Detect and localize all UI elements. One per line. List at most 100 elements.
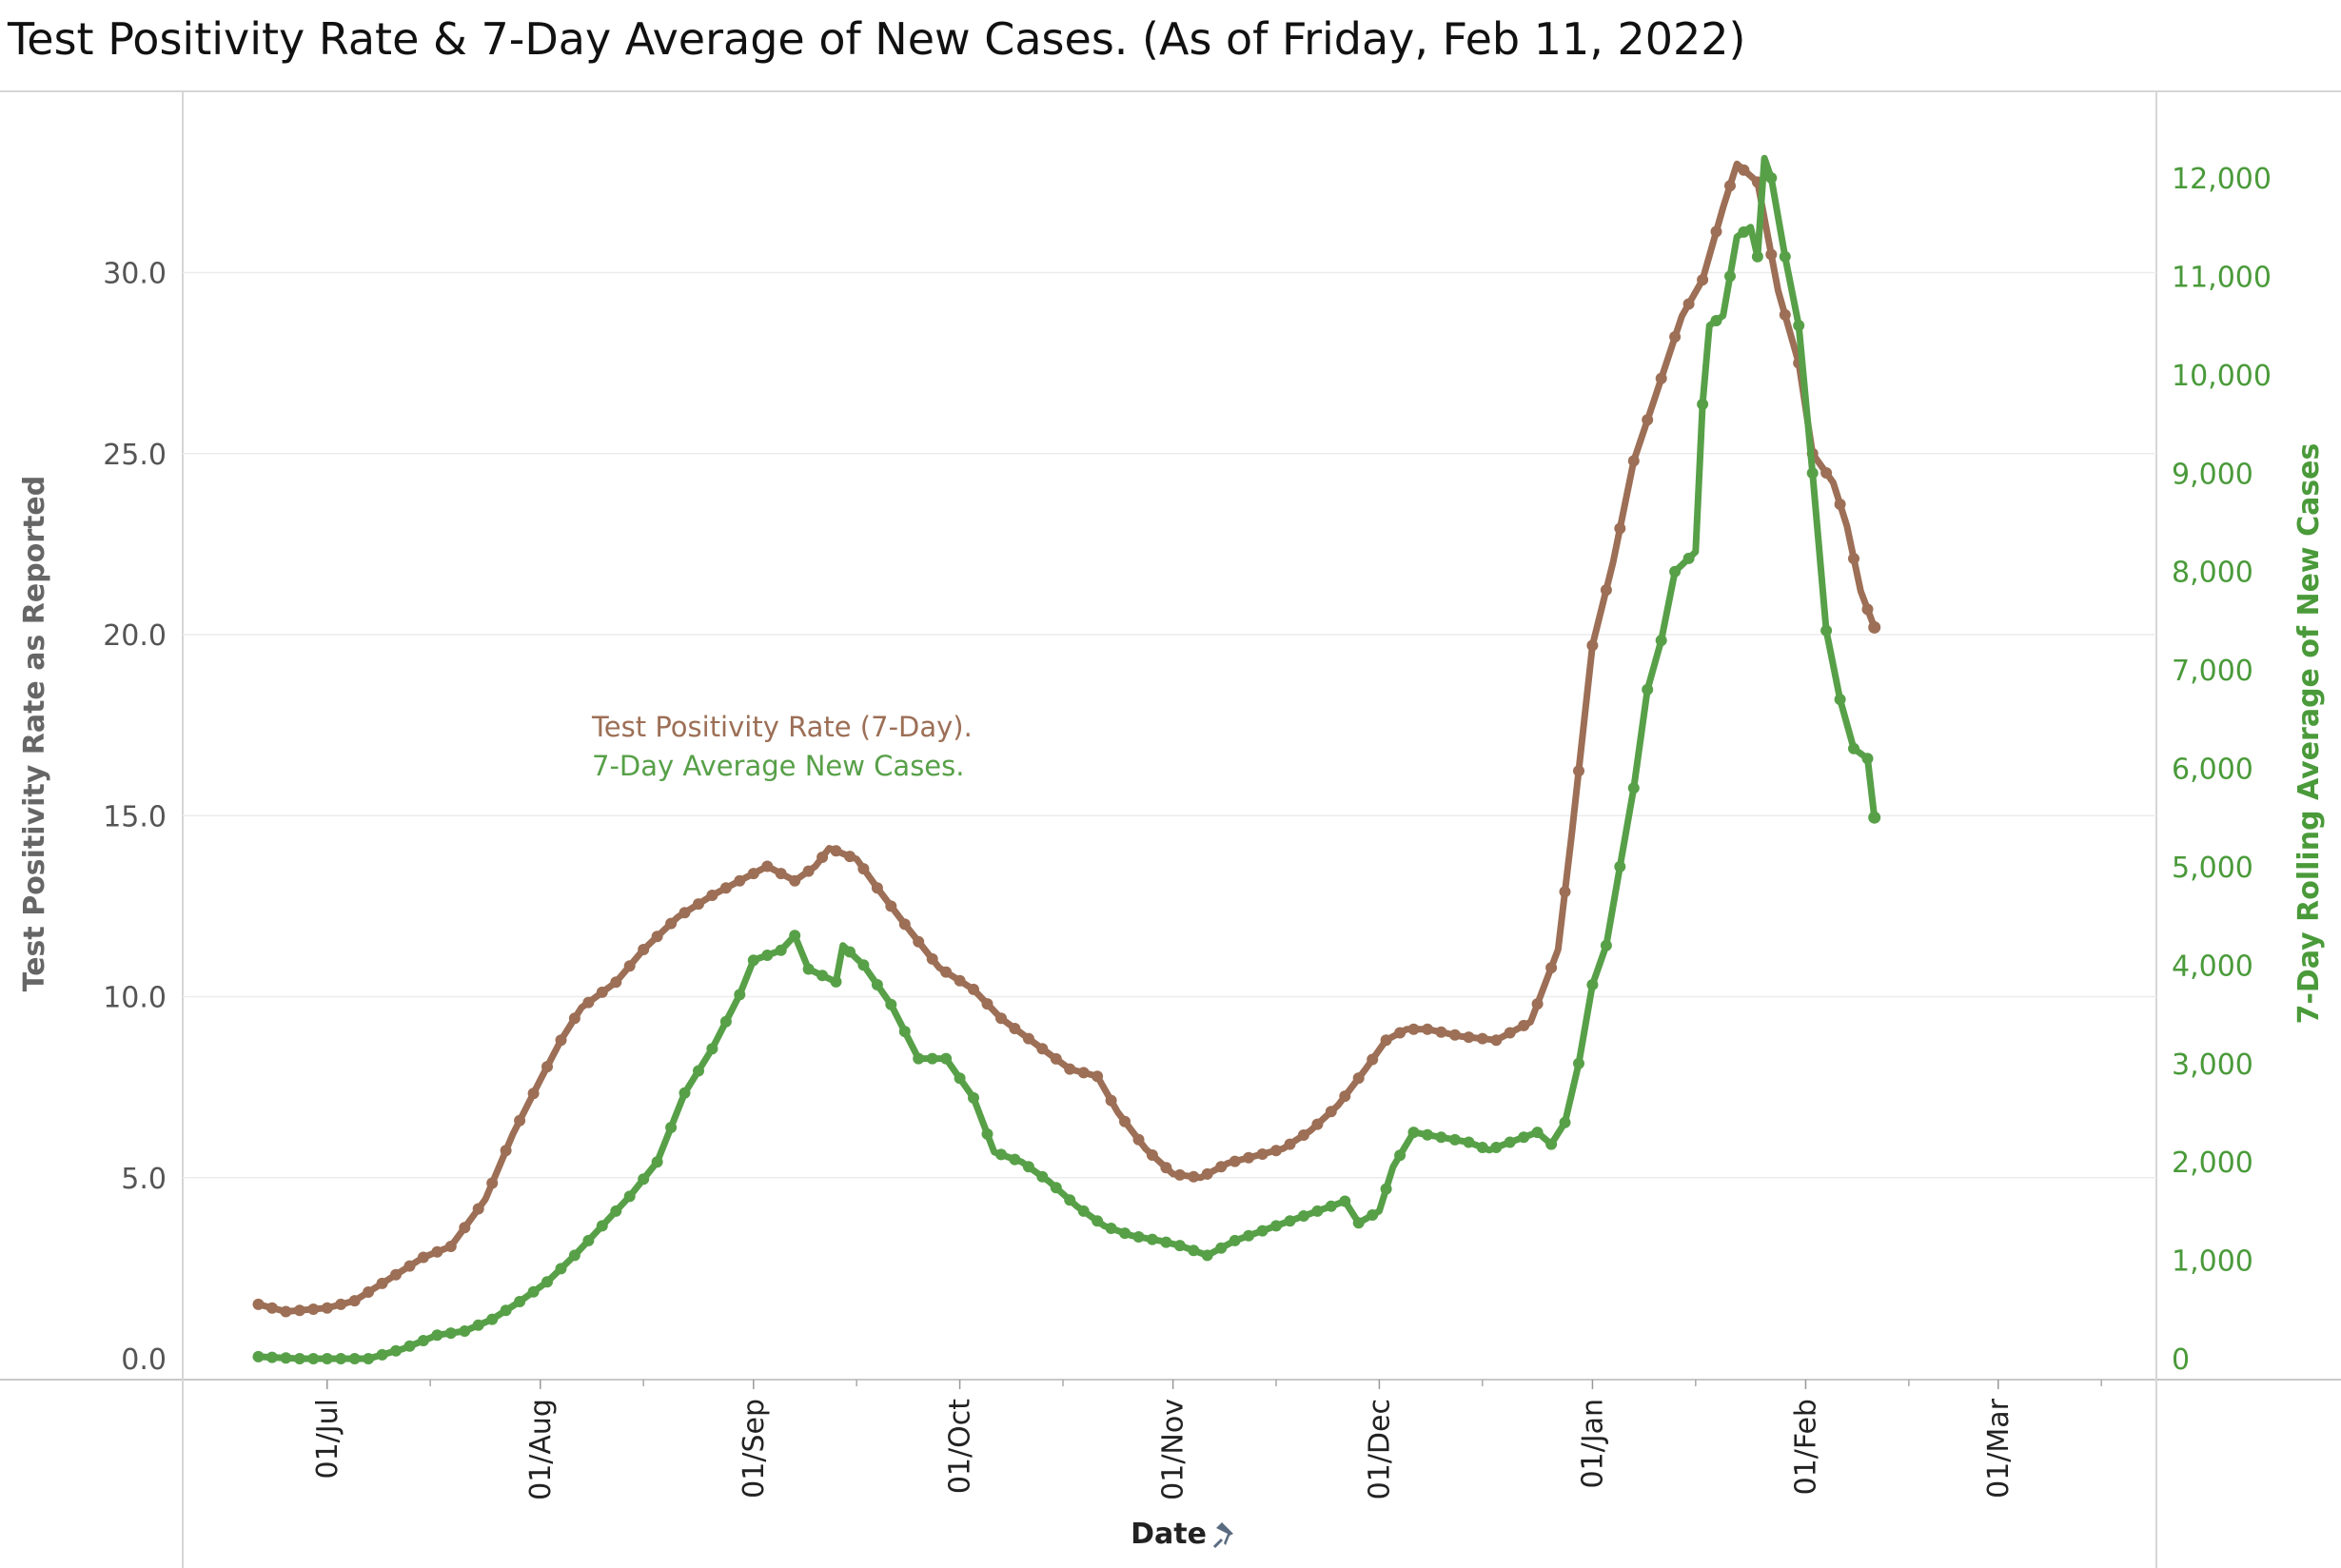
data-point <box>982 998 993 1009</box>
data-point <box>789 875 800 887</box>
right-tick-label: 12,000 <box>2172 163 2272 196</box>
legend: Test Positivity Rate (7-Day). 7-Day Aver… <box>591 711 973 782</box>
data-point <box>748 868 759 879</box>
data-point <box>913 1053 924 1065</box>
data-point <box>1064 1064 1075 1075</box>
left-tick-label: 25.0 <box>103 439 167 472</box>
data-point <box>556 1034 567 1046</box>
data-point <box>294 1304 305 1316</box>
grid-lines <box>183 273 2156 1178</box>
data-point <box>1381 1034 1392 1046</box>
data-point <box>569 1249 580 1261</box>
right-tick-label: 7,000 <box>2172 655 2253 688</box>
x-tick-label: 01/Dec <box>1363 1399 1396 1499</box>
data-point <box>1298 1210 1309 1222</box>
data-point <box>1683 553 1695 564</box>
data-point <box>1435 1131 1446 1143</box>
data-point <box>1339 1196 1350 1207</box>
data-point <box>1642 414 1653 425</box>
data-point <box>857 959 869 970</box>
data-point <box>363 1286 374 1298</box>
data-point <box>1381 1184 1392 1195</box>
data-point <box>844 947 856 958</box>
data-point <box>1106 1095 1117 1107</box>
data-point <box>459 1222 470 1233</box>
data-point <box>514 1115 525 1127</box>
data-point <box>1064 1194 1075 1205</box>
data-point <box>1628 782 1640 794</box>
data-point <box>844 851 856 862</box>
data-point <box>431 1329 443 1341</box>
data-point <box>816 852 828 863</box>
data-point <box>486 1178 498 1189</box>
data-point <box>459 1325 470 1337</box>
x-axis-title: Date <box>1131 1518 1207 1551</box>
legend-positivity: Test Positivity Rate (7-Day). <box>591 711 973 743</box>
data-point <box>418 1252 429 1264</box>
data-point <box>1518 1131 1529 1143</box>
data-point <box>610 1205 621 1217</box>
data-point <box>1147 1149 1158 1161</box>
series-line <box>259 164 1875 1311</box>
data-point <box>1106 1223 1117 1234</box>
data-point <box>1147 1234 1158 1245</box>
data-point <box>1669 331 1681 343</box>
data-point <box>280 1306 291 1318</box>
right-axis-title: 7-Day Rolling Average of New Cases <box>2292 443 2326 1025</box>
data-point <box>1215 1243 1227 1254</box>
data-point <box>831 845 842 856</box>
data-point <box>1202 1168 1213 1180</box>
data-point <box>1023 1033 1034 1045</box>
data-point <box>253 1299 265 1310</box>
left-axis-title: Test Positivity Rate as Reported <box>18 476 51 992</box>
data-point <box>1243 1230 1254 1242</box>
data-point <box>1848 553 1859 564</box>
data-point <box>940 1053 952 1065</box>
data-point <box>734 875 745 887</box>
data-point <box>995 1148 1007 1160</box>
plot-frame <box>0 91 2341 1568</box>
data-point <box>1311 1119 1323 1130</box>
data-point <box>582 1235 594 1246</box>
data-point <box>1133 1231 1145 1243</box>
x-tick-label: 01/Jul <box>311 1399 344 1479</box>
data-point <box>528 1088 540 1099</box>
data-point <box>1765 172 1777 184</box>
pin-icon[interactable] <box>1214 1522 1233 1547</box>
data-point <box>473 1204 484 1215</box>
right-tick-label: 3,000 <box>2172 1049 2253 1082</box>
data-point <box>390 1345 402 1357</box>
data-point <box>940 967 952 978</box>
data-point <box>1353 1217 1365 1228</box>
data-point <box>1092 1070 1103 1082</box>
data-point <box>1656 635 1667 646</box>
data-point <box>776 945 787 956</box>
data-point <box>1339 1090 1350 1102</box>
data-point <box>1435 1027 1446 1038</box>
data-point <box>1257 1148 1269 1160</box>
right-tick-label: 2,000 <box>2172 1147 2253 1180</box>
data-point <box>927 1053 938 1065</box>
data-point <box>1422 1129 1433 1141</box>
data-point <box>1078 1067 1090 1078</box>
data-point <box>1133 1134 1145 1146</box>
data-point <box>1656 373 1667 384</box>
data-point <box>1711 315 1722 326</box>
series-positivity <box>253 164 1881 1317</box>
data-point <box>1490 1034 1502 1046</box>
data-point <box>1023 1161 1034 1172</box>
data-point <box>1505 1028 1516 1039</box>
data-point <box>624 1190 636 1202</box>
data-point <box>1711 225 1722 237</box>
data-point <box>652 931 663 942</box>
data-point <box>1586 639 1598 651</box>
data-point <box>652 1156 663 1167</box>
data-point <box>706 890 718 901</box>
data-point <box>1793 320 1804 331</box>
data-point <box>1724 270 1736 282</box>
data-point <box>1532 1127 1544 1138</box>
data-point <box>307 1353 319 1364</box>
left-tick-label: 0.0 <box>121 1343 167 1377</box>
data-point <box>349 1295 361 1306</box>
data-point <box>1477 1142 1488 1153</box>
